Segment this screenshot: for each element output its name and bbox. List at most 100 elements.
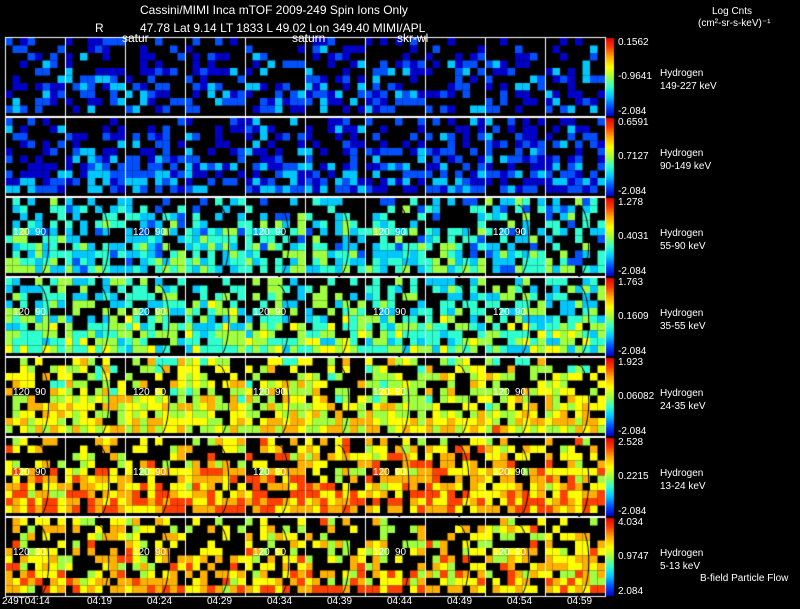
marker-label: satur: [122, 31, 149, 45]
x-tick-label: 04:49: [447, 596, 473, 607]
marker-label: skr-wl: [397, 31, 429, 45]
species-label: Hydrogen: [660, 548, 704, 559]
contour-label: 120: [13, 387, 30, 398]
contour-label: 90: [35, 227, 47, 238]
x-tick-label: 04:44: [387, 596, 413, 607]
contour-label: 90: [35, 547, 47, 558]
colorbar-min: 2.084: [618, 586, 644, 597]
contour-label: 90: [515, 467, 527, 478]
x-tick-label: 04:59: [567, 596, 593, 607]
energy-label: 5-13 keV: [660, 561, 701, 572]
contour-label: 90: [155, 307, 167, 318]
colorbar-min: -2.084: [618, 266, 647, 277]
contour-label: 120: [253, 467, 270, 478]
contour-label: 120: [373, 227, 390, 238]
bfield-label: B-field Particle Flow: [700, 573, 789, 584]
contour-label: 120: [373, 547, 390, 558]
energy-label: 90-149 keV: [660, 161, 712, 172]
contour-label: 120: [133, 307, 150, 318]
contour-label: 120: [13, 227, 30, 238]
colorbar-max: 2.528: [618, 437, 644, 448]
colorbar-title: Log Cnts: [712, 6, 753, 17]
contour-label: 120: [13, 307, 30, 318]
contour-label: 90: [275, 227, 287, 238]
species-label: Hydrogen: [660, 68, 704, 79]
contour-label: 90: [515, 387, 527, 398]
contour-label: 120: [133, 467, 150, 478]
colorbar-mid: 0.06082: [618, 391, 655, 402]
contour-label: 90: [395, 467, 407, 478]
contour-label: 120: [493, 387, 510, 398]
contour-label: 120: [493, 227, 510, 238]
contour-label: 90: [395, 387, 407, 398]
energy-label: 149-227 keV: [660, 81, 717, 92]
contour-label: 90: [155, 227, 167, 238]
contour-label: 90: [275, 547, 287, 558]
contour-label: 120: [253, 547, 270, 558]
contour-label: 90: [515, 307, 527, 318]
contour-label: 120: [373, 307, 390, 318]
contour-label: 90: [515, 547, 527, 558]
contour-label: 120: [253, 307, 270, 318]
contour-label: 120: [13, 547, 30, 558]
contour-label: 120: [133, 547, 150, 558]
contour-label: 120: [253, 387, 270, 398]
colorbar-min: -2.084: [618, 426, 647, 437]
colorbar-max: 0.6591: [618, 117, 649, 128]
contour-label: 90: [275, 307, 287, 318]
colorbar-min: -2.084: [618, 346, 647, 357]
energy-label: 13-24 keV: [660, 481, 706, 492]
contour-label: 90: [515, 227, 527, 238]
r-label: R: [95, 21, 104, 35]
marker-label: saturn: [292, 31, 326, 45]
species-label: Hydrogen: [660, 388, 704, 399]
x-tick-label: 04:39: [327, 596, 353, 607]
contour-label: 120: [373, 467, 390, 478]
contour-label: 90: [275, 467, 287, 478]
species-label: Hydrogen: [660, 468, 704, 479]
colorbar-min: -2.084: [618, 506, 647, 517]
x-tick-label: 04:29: [207, 596, 233, 607]
colorbar-mid: 0.4031: [618, 231, 649, 242]
energy-label: 24-35 keV: [660, 401, 706, 412]
species-label: Hydrogen: [660, 148, 704, 159]
contour-label: 120: [13, 467, 30, 478]
contour-label: 90: [155, 387, 167, 398]
contour-label: 120: [493, 467, 510, 478]
colorbar-mid: 0.7127: [618, 151, 649, 162]
colorbar-mid: -0.9641: [618, 71, 652, 82]
colorbar-max: 1.763: [618, 277, 644, 288]
x-tick-label: 04:54: [507, 596, 533, 607]
x-tick-label: 04:19: [87, 596, 113, 607]
species-label: Hydrogen: [660, 308, 704, 319]
x-tick-label: 04:24: [147, 596, 173, 607]
contour-label: 120: [373, 387, 390, 398]
x-tick-label: 249T04:14: [2, 596, 50, 607]
contour-label: 90: [35, 467, 47, 478]
contour-label: 120: [133, 387, 150, 398]
contour-label: 90: [275, 387, 287, 398]
position-line: 47.78 Lat 9.14 LT 1833 L 49.02 Lon 349.4…: [140, 21, 426, 35]
contour-label: 120: [493, 547, 510, 558]
colorbar-min: -2.084: [618, 186, 647, 197]
contour-label: 90: [395, 227, 407, 238]
contour-label: 90: [155, 547, 167, 558]
contour-label: 90: [155, 467, 167, 478]
contour-label: 90: [35, 387, 47, 398]
contour-label: 120: [493, 307, 510, 318]
species-label: Hydrogen: [660, 228, 704, 239]
colorbar-max: 1.278: [618, 197, 644, 208]
energy-label: 55-90 keV: [660, 241, 706, 252]
contour-label: 120: [253, 227, 270, 238]
colorbar-mid: 0.2215: [618, 471, 649, 482]
colorbar-max: 0.1562: [618, 37, 649, 48]
colorbar-max: 1.923: [618, 357, 644, 368]
contour-label: 90: [395, 307, 407, 318]
chart-title: Cassini/MIMI Inca mTOF 2009-249 Spin Ion…: [140, 3, 408, 17]
contour-label: 90: [395, 547, 407, 558]
colorbar-units: (cm²-sr-s-keV)⁻¹: [698, 18, 771, 29]
colorbar-min: -2.084: [618, 106, 647, 117]
energy-label: 35-55 keV: [660, 321, 706, 332]
contour-label: 120: [133, 227, 150, 238]
